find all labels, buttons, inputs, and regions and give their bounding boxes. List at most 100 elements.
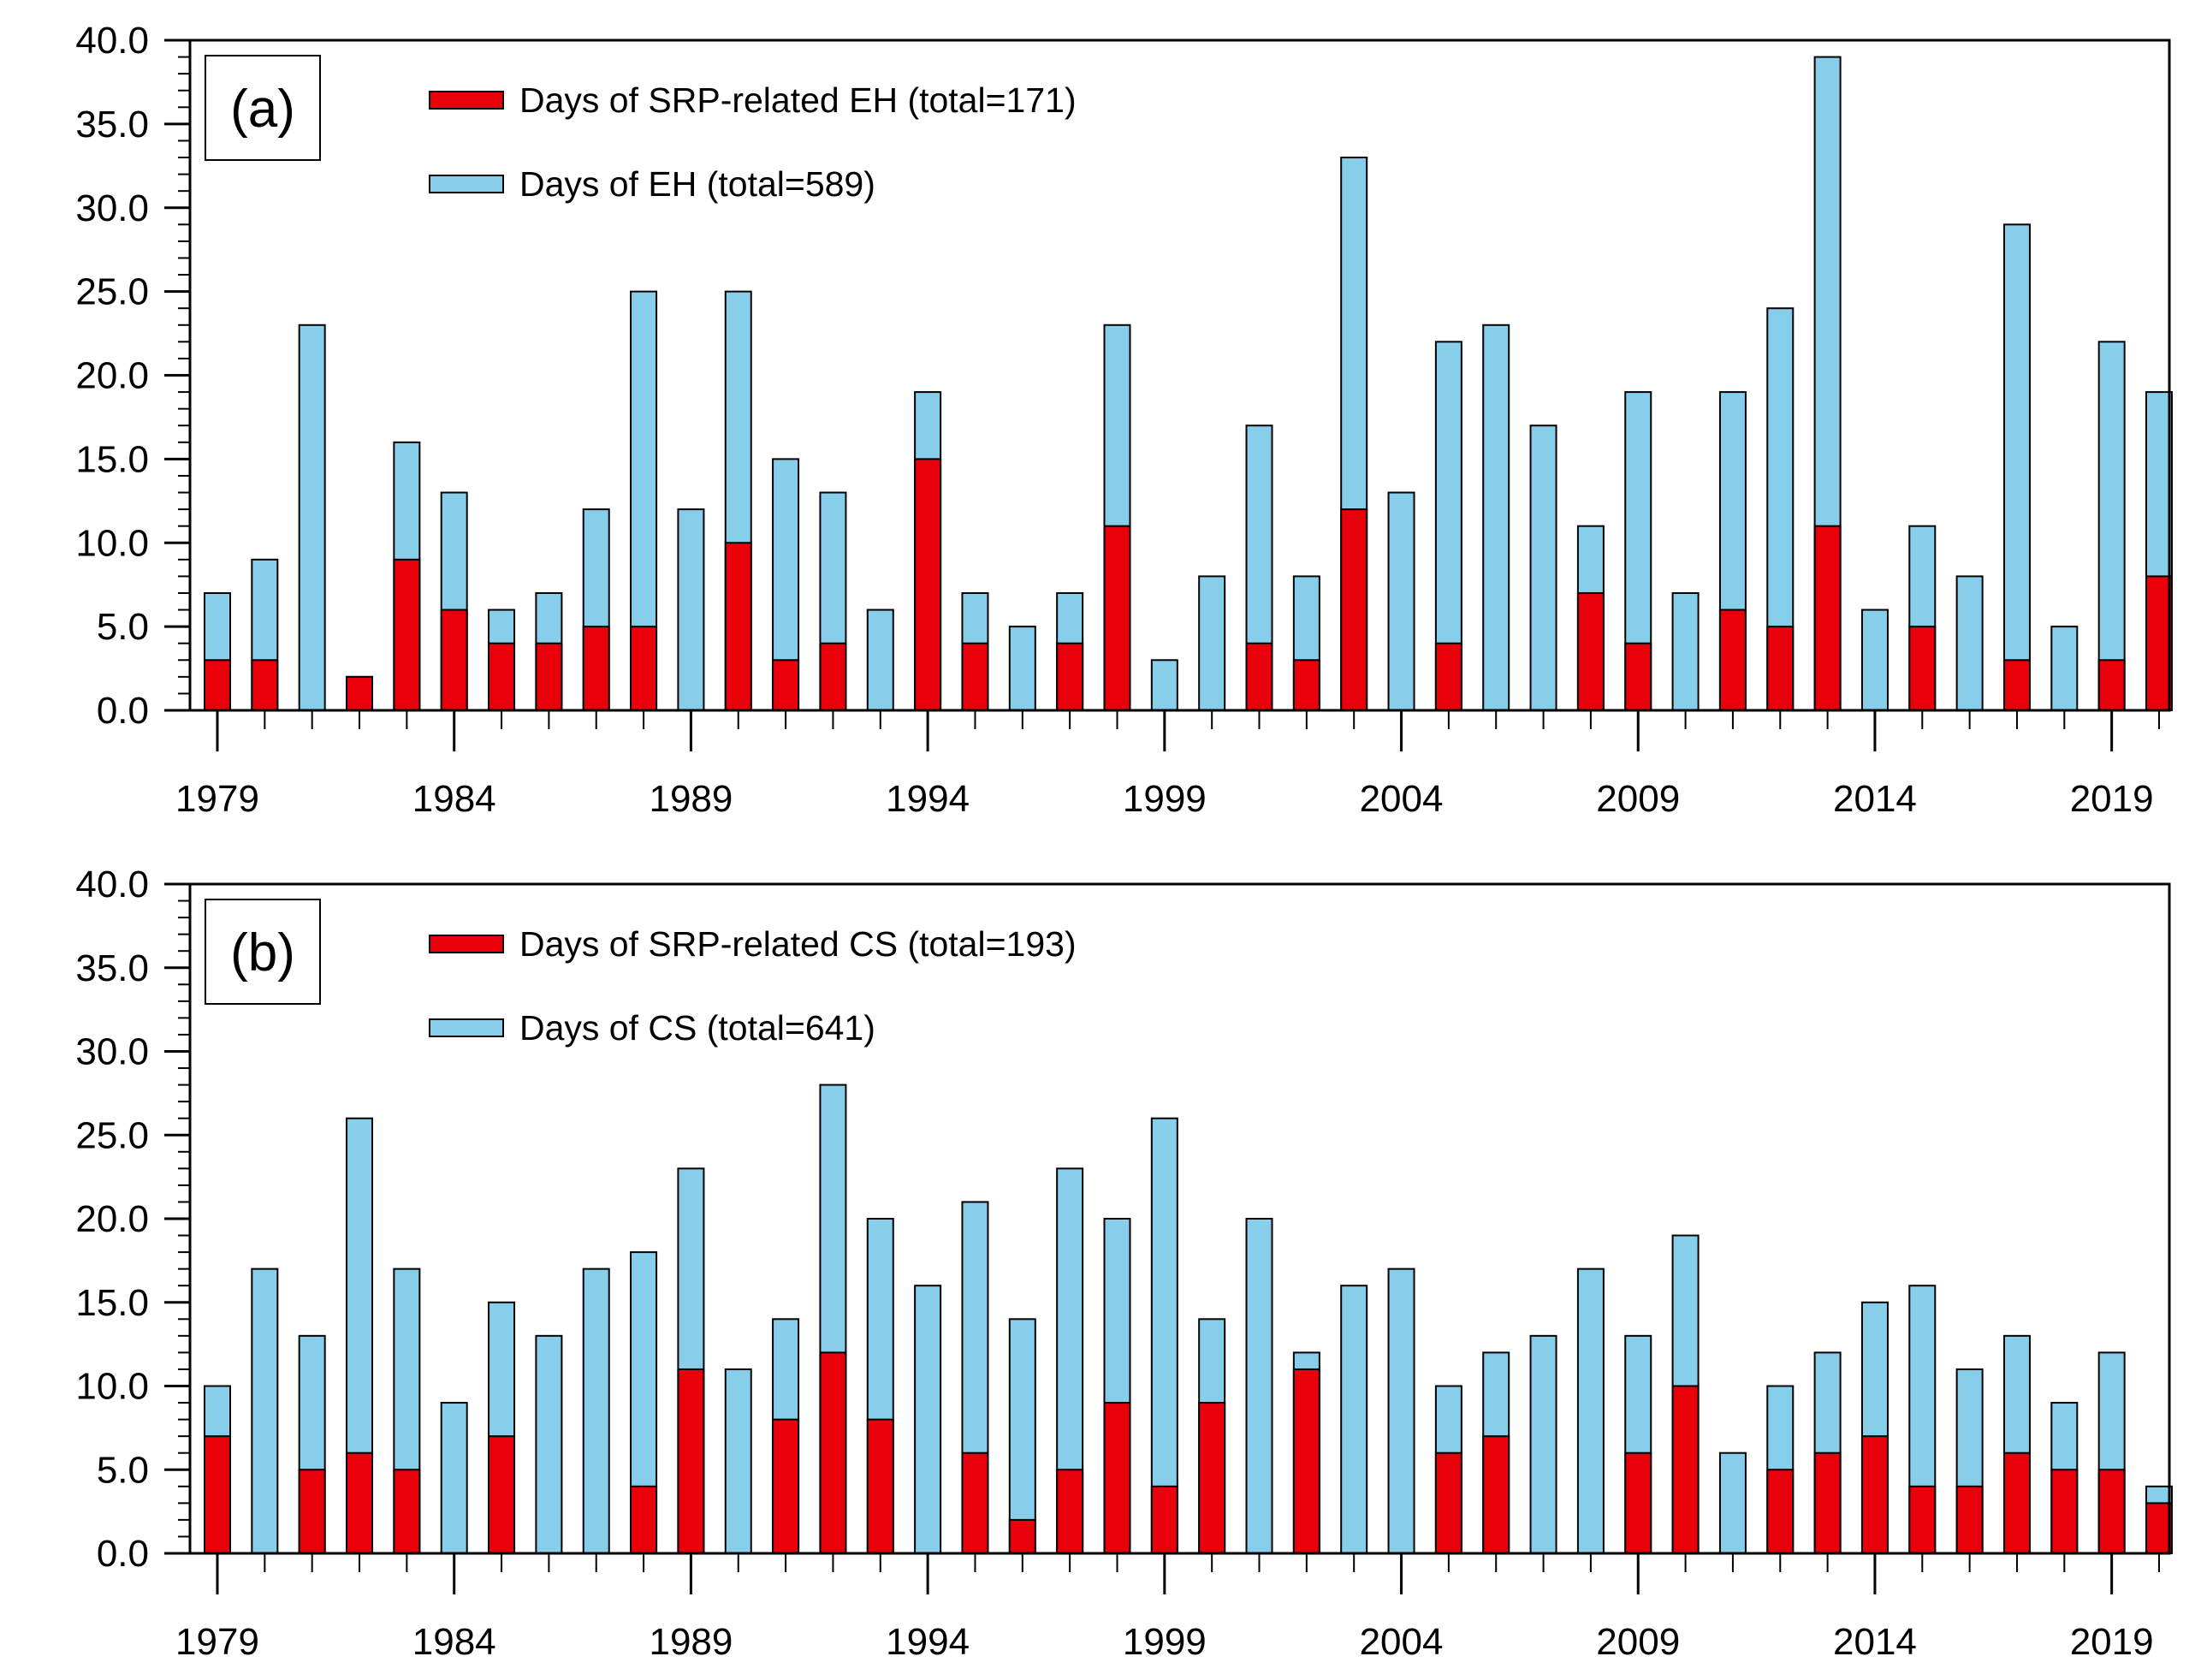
legend-b: Days of SRP-related CS (total=193) Days … [429, 924, 1077, 1048]
bar-related-a-1987 [582, 626, 610, 711]
bar-total-a-2019 [2097, 341, 2126, 711]
bar-related-b-1982 [346, 1451, 374, 1554]
bar-related-a-1982 [346, 675, 374, 711]
bar-related-a-2019 [2097, 659, 2126, 712]
bar-related-b-2019 [2097, 1469, 2126, 1554]
x-tick-label-b-2019: 2019 [2070, 1621, 2154, 1663]
bar-related-a-2011 [1718, 608, 1747, 711]
bar-related-b-1981 [298, 1469, 326, 1554]
bar-total-b-2004 [1387, 1267, 1415, 1555]
x-tick-label-a-2019: 2019 [2070, 778, 2154, 820]
x-tick-label-a-1979: 1979 [175, 778, 259, 820]
bar-related-b-1989 [677, 1368, 705, 1554]
plot-frame-a [188, 39, 2171, 712]
bar-total-b-1987 [582, 1267, 610, 1555]
y-axis-b: 0.0 5.0 10.0 15.0 20.0 25.0 30.0 35.0 40.0 [75, 864, 190, 1575]
bar-related-a-2017 [2002, 659, 2031, 712]
bar-total-a-2006 [1482, 324, 1510, 711]
bar-total-b-1990 [724, 1368, 752, 1554]
bar-total-b-2011 [1718, 1451, 1747, 1554]
bar-total-a-2018 [2050, 626, 2079, 711]
bar-total-a-1999 [1150, 659, 1178, 712]
y-tick-label-b: 0.0 [97, 1533, 149, 1575]
bar-related-a-1985 [488, 642, 516, 712]
y-tick-label-b: 25.0 [75, 1114, 149, 1156]
bar-related-a-1986 [535, 642, 563, 712]
bar-total-a-2014 [1860, 608, 1889, 711]
legend-a: Days of SRP-related EH (total=171) Days … [429, 80, 1077, 204]
bar-related-b-1999 [1150, 1485, 1178, 1555]
bar-related-a-2003 [1340, 508, 1368, 711]
x-tick-label-b-1979: 1979 [175, 1621, 259, 1663]
y-tick-label-b: 10.0 [75, 1366, 149, 1408]
y-axis-a: 0.0 5.0 10.0 15.0 20.0 25.0 30.0 35.0 40.0 [75, 20, 190, 732]
x-tick-label-b-2009: 2009 [1596, 1621, 1680, 1663]
bar-related-b-1993 [866, 1418, 894, 1554]
bar-related-b-1983 [393, 1469, 421, 1554]
y-tick-label-a: 30.0 [75, 187, 149, 229]
y-tick-label-b: 15.0 [75, 1282, 149, 1324]
bar-total-b-1986 [535, 1334, 563, 1554]
bar-related-a-2013 [1813, 525, 1842, 711]
x-tick-label-a-1999: 1999 [1123, 778, 1207, 820]
panel-label-b: (b) [230, 923, 295, 982]
legend-label-related-a: Days of SRP-related EH (total=171) [519, 80, 1077, 120]
bar-total-a-1993 [866, 608, 894, 711]
bar-related-b-2014 [1860, 1435, 1889, 1555]
legend-label-related-b: Days of SRP-related CS (total=193) [519, 924, 1077, 964]
bar-related-b-2016 [1955, 1485, 1984, 1555]
bar-related-a-1995 [961, 642, 989, 712]
bar-total-b-1984 [440, 1402, 468, 1555]
x-axis-b: 1979 1984 1989 1994 1999 2004 2009 2014 2019 [175, 1553, 2160, 1663]
x-tick-label-a-1984: 1984 [412, 778, 496, 820]
bar-related-b-2005 [1434, 1451, 1462, 1554]
bars-a [204, 56, 2173, 712]
bar-total-b-2008 [1576, 1267, 1605, 1555]
panel-label-a: (a) [230, 80, 295, 139]
bar-total-a-2000 [1198, 575, 1226, 712]
bar-total-a-2017 [2002, 223, 2031, 711]
legend-swatch-total-b [429, 1018, 504, 1037]
legend-label-total-a: Days of EH (total=589) [519, 164, 875, 204]
bar-related-a-1998 [1103, 525, 1131, 711]
bar-related-b-1998 [1103, 1402, 1131, 1555]
bar-related-b-1985 [488, 1435, 516, 1555]
y-tick-label-a: 20.0 [75, 355, 149, 397]
bar-related-a-1991 [772, 659, 800, 712]
bar-related-a-2015 [1908, 626, 1937, 711]
bar-related-a-1988 [630, 626, 658, 711]
bar-related-b-2006 [1482, 1435, 1510, 1555]
bar-total-a-2004 [1387, 491, 1415, 712]
panel-a: 0.05.010.015.020.025.030.035.040.0 1979 1… [75, 20, 2173, 820]
bar-total-b-1996 [1008, 1318, 1036, 1555]
bar-related-a-2001 [1245, 642, 1273, 712]
y-tick-label-a: 10.0 [75, 522, 149, 564]
x-tick-label-b-1999: 1999 [1123, 1621, 1207, 1663]
bar-total-b-1994 [914, 1285, 942, 1554]
y-tick-label-b: 20.0 [75, 1198, 149, 1240]
bars-b [204, 1083, 2173, 1555]
bar-related-b-1988 [630, 1485, 658, 1555]
plot-frame-b [188, 882, 2171, 1555]
x-tick-label-a-1994: 1994 [886, 778, 970, 820]
bar-related-b-1992 [819, 1351, 847, 1555]
bar-total-b-1980 [251, 1267, 279, 1555]
bar-total-a-2016 [1955, 575, 1984, 712]
bar-total-a-1996 [1008, 626, 1036, 711]
panel-label-box-b: (b) [205, 899, 321, 1005]
bar-related-b-2010 [1671, 1385, 1700, 1554]
y-tick-label-b: 35.0 [75, 947, 149, 989]
bar-total-a-1989 [677, 508, 705, 711]
x-tick-label-b-1994: 1994 [886, 1621, 970, 1663]
x-tick-label-a-1989: 1989 [649, 778, 733, 820]
bar-related-b-2002 [1292, 1368, 1320, 1554]
x-tick-label-b-2004: 2004 [1360, 1621, 1444, 1663]
bar-related-a-1992 [819, 642, 847, 712]
y-tick-label-b: 40.0 [75, 864, 149, 905]
bar-total-a-2010 [1671, 591, 1700, 711]
bar-related-b-2015 [1908, 1485, 1937, 1555]
bar-related-b-1995 [961, 1451, 989, 1554]
x-tick-label-a-2004: 2004 [1360, 778, 1444, 820]
y-tick-label-b: 5.0 [97, 1449, 149, 1491]
